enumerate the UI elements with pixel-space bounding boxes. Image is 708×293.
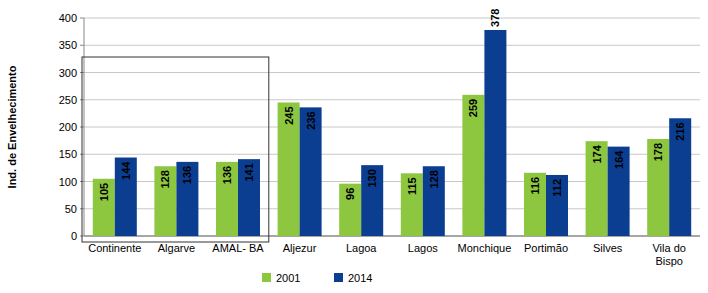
category-label: Lagos — [408, 242, 438, 254]
legend-swatch — [262, 273, 271, 282]
data-label: 130 — [366, 169, 378, 187]
data-label: 128 — [428, 170, 440, 188]
bar — [115, 158, 137, 236]
bar — [361, 165, 383, 236]
data-label: 178 — [652, 143, 664, 161]
category-label: Lagoa — [346, 242, 377, 254]
grid-line — [84, 18, 700, 19]
tick-label: 300 — [59, 67, 77, 79]
data-label: 164 — [613, 150, 625, 169]
y-axis-label: Ind. de Envelhecimento — [6, 65, 18, 188]
data-label: 216 — [674, 122, 686, 140]
bar — [300, 107, 322, 236]
category-label: Algarve — [158, 242, 195, 254]
data-labels: 105 144 128 136 136 141 245 236 96 130 115 128 259 37… — [98, 9, 686, 202]
data-label: 174 — [591, 144, 603, 163]
tick-label: 350 — [59, 39, 77, 51]
data-label: 136 — [221, 166, 233, 184]
legend-swatch — [334, 273, 343, 282]
highlight-box — [82, 57, 269, 242]
grid-line — [84, 99, 700, 100]
bar — [154, 166, 176, 236]
legend-label: 2001 — [276, 272, 300, 284]
bar — [608, 147, 630, 236]
category-label: Vila doBispo — [652, 242, 685, 267]
bar — [462, 95, 484, 236]
grid-line — [84, 45, 700, 46]
label-line: Bispo — [655, 255, 683, 267]
chart: 0 50 100 150 200 250 300 350 400 Ind. de Envelhec… — [0, 0, 708, 293]
bar — [93, 179, 115, 236]
category-label: AMAL- BA — [212, 242, 264, 254]
tick-mark — [80, 45, 84, 46]
y-axis — [84, 18, 85, 236]
bar — [669, 118, 691, 236]
label-line: Vila do — [652, 242, 685, 254]
category-label: Monchique — [457, 242, 511, 254]
legend-label: 2014 — [348, 272, 372, 284]
data-label: 112 — [551, 179, 563, 197]
data-label: 141 — [243, 163, 255, 181]
data-label: 245 — [283, 106, 295, 124]
bar — [401, 173, 423, 236]
grid-line — [84, 72, 700, 73]
category-label: Portimão — [524, 242, 568, 254]
tick-label: 0 — [71, 230, 77, 242]
tick-label: 200 — [59, 121, 77, 133]
bar — [216, 162, 238, 236]
tick-label: 250 — [59, 94, 77, 106]
data-label: 128 — [159, 170, 171, 188]
category-label: Continente — [88, 242, 141, 254]
data-label: 105 — [98, 183, 110, 201]
bar — [524, 173, 546, 236]
data-label: 116 — [529, 177, 541, 195]
data-label: 236 — [305, 111, 317, 129]
tick-label: 150 — [59, 148, 77, 160]
bar — [647, 139, 669, 236]
tick-label: 100 — [59, 176, 77, 188]
bar — [586, 141, 608, 236]
bars — [93, 30, 691, 236]
bar — [423, 166, 445, 236]
legend: 2001 2014 — [262, 272, 372, 284]
bar — [278, 102, 300, 236]
data-label: 144 — [120, 161, 132, 180]
bar — [176, 162, 198, 236]
bar — [546, 175, 568, 236]
data-label: 96 — [344, 188, 356, 200]
bar — [339, 184, 361, 236]
tick-mark — [80, 18, 84, 19]
grid-line — [84, 127, 700, 128]
data-label: 115 — [406, 177, 418, 195]
tick-label: 400 — [59, 12, 77, 24]
bar — [238, 159, 260, 236]
bar — [484, 30, 506, 236]
data-label: 136 — [181, 166, 193, 184]
category-label: Aljezur — [283, 242, 317, 254]
tick-label: 50 — [65, 203, 77, 215]
category-label: Silves — [593, 242, 623, 254]
data-label: 378 — [489, 9, 501, 27]
data-label: 259 — [467, 99, 479, 117]
